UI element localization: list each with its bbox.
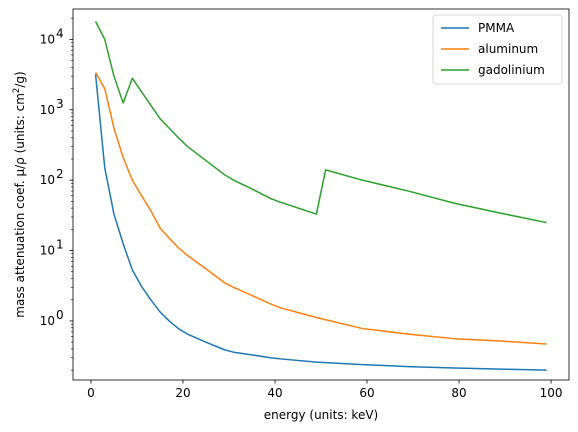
y-tick-label: 10 [40,103,55,117]
x-tick-label: 0 [87,386,95,400]
x-axis-ticks: 0 20 40 60 80 100 [87,380,563,400]
series-line-gadolinium [94,21,547,224]
y-tick-exponent: 1 [56,238,64,252]
legend-label-gadolinium: gadolinium [478,63,545,77]
y-tick-exponent: 3 [56,97,64,111]
y-tick-label: 10 [40,32,55,46]
x-tick-label: 40 [267,386,282,400]
y-tick-label: 10 [40,244,55,258]
y-tick-label: 10 [40,173,55,187]
y-axis-label: mass attenuation coef. μ/ρ (units: cm2/g… [12,71,27,317]
x-axis-label: energy (units: keV) [264,408,378,422]
legend-label-aluminum: aluminum [478,42,538,56]
series-layer [94,21,547,371]
series-line-pmma [94,74,547,371]
legend-frame [432,14,563,85]
x-tick-label: 100 [540,386,563,400]
legend: PMMA aluminum gadolinium [432,14,563,85]
plot-area-frame [72,8,570,381]
y-tick-label: 10 [40,314,55,328]
legend-label-pmma: PMMA [478,21,515,35]
series-line-aluminum [94,71,547,345]
y-tick-exponent: 4 [56,26,64,40]
y-tick-exponent: 2 [56,167,64,181]
y-tick-exponent: 0 [56,308,64,322]
x-tick-label: 20 [175,386,190,400]
x-tick-label: 80 [451,386,466,400]
x-tick-label: 60 [359,386,374,400]
